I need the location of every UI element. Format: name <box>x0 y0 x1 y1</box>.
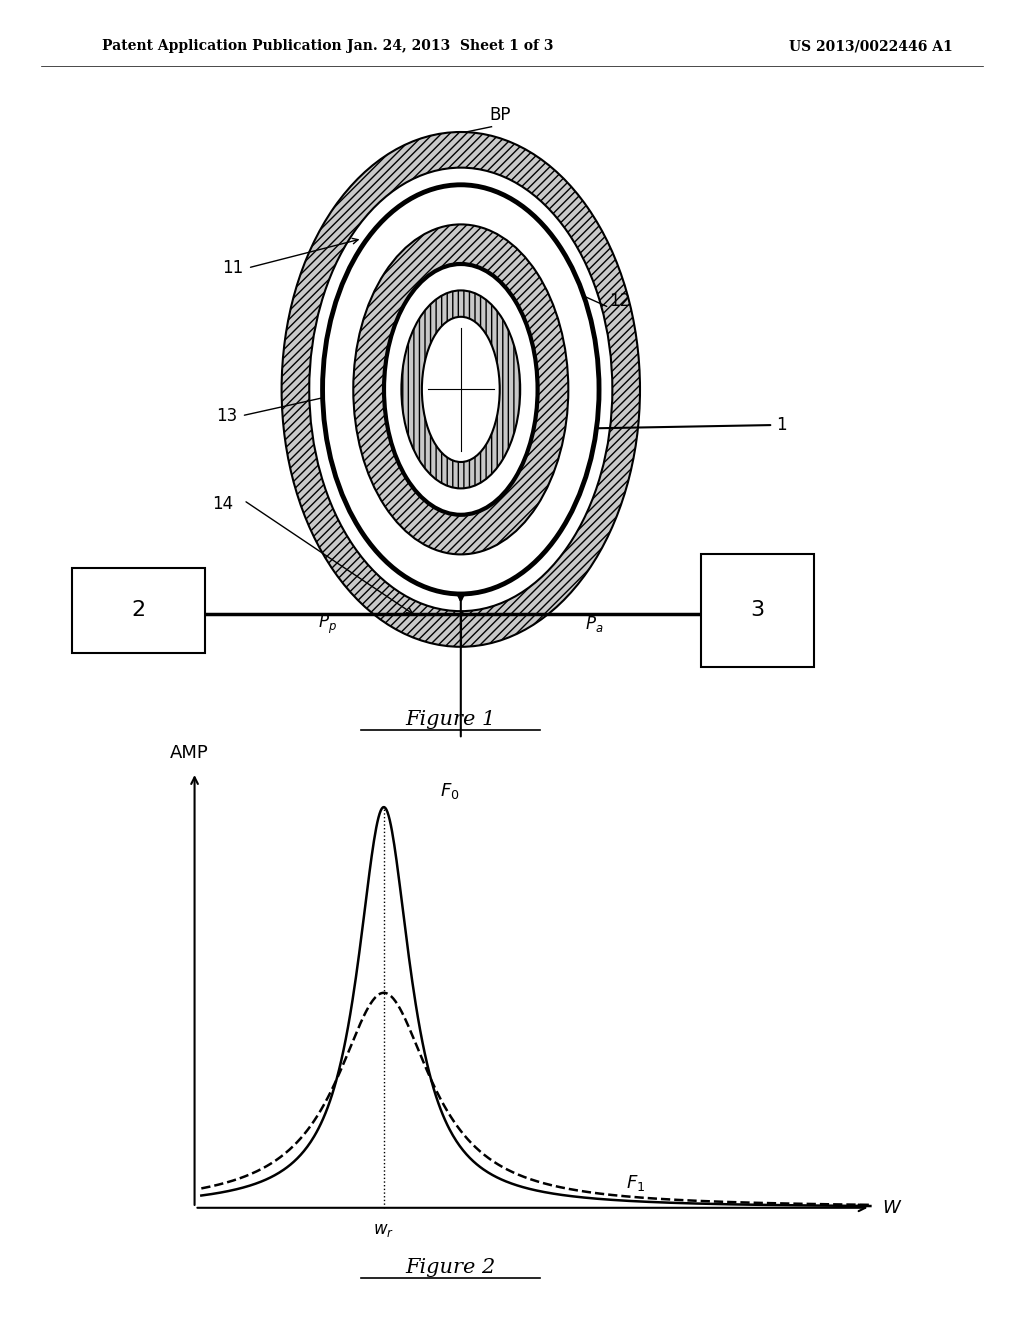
Text: 1: 1 <box>776 416 786 434</box>
Text: $F_0$: $F_0$ <box>440 781 460 801</box>
Ellipse shape <box>323 185 599 594</box>
Text: 13: 13 <box>216 407 238 425</box>
Ellipse shape <box>353 224 568 554</box>
Ellipse shape <box>384 264 538 515</box>
Text: $P_a$: $P_a$ <box>585 614 603 634</box>
Text: 2: 2 <box>131 601 145 620</box>
Text: Patent Application Publication: Patent Application Publication <box>102 40 342 53</box>
Ellipse shape <box>422 317 500 462</box>
Ellipse shape <box>282 132 640 647</box>
Text: AMP: AMP <box>170 743 209 762</box>
Text: 3: 3 <box>751 601 765 620</box>
Ellipse shape <box>401 290 520 488</box>
Text: US 2013/0022446 A1: US 2013/0022446 A1 <box>788 40 952 53</box>
Text: HP: HP <box>512 470 532 486</box>
Text: Figure 2: Figure 2 <box>406 1258 496 1276</box>
Text: 11: 11 <box>222 259 244 277</box>
Bar <box>72 568 205 653</box>
Bar <box>701 554 814 667</box>
Text: W: W <box>883 1199 900 1217</box>
Text: BP: BP <box>489 106 511 124</box>
Text: 12: 12 <box>609 292 631 310</box>
Ellipse shape <box>309 168 612 611</box>
Text: 14: 14 <box>212 495 233 513</box>
Text: $P_p$: $P_p$ <box>318 612 337 636</box>
Text: Figure 1: Figure 1 <box>406 710 496 729</box>
Text: $F_1$: $F_1$ <box>627 1173 645 1193</box>
Text: Jan. 24, 2013  Sheet 1 of 3: Jan. 24, 2013 Sheet 1 of 3 <box>347 40 554 53</box>
Text: $w_r$: $w_r$ <box>374 1221 394 1239</box>
